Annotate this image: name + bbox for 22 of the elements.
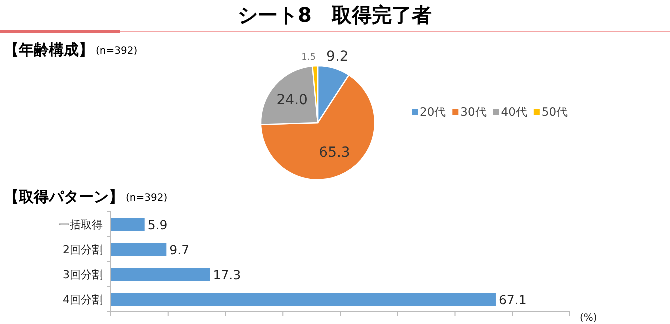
y-tick-label: 一括取得	[59, 218, 103, 232]
text: 【年齢構成】	[4, 41, 94, 59]
data-label: 1.5	[302, 53, 316, 64]
y-tick-label: 3回分割	[63, 268, 103, 282]
text: (n=392)	[126, 193, 168, 204]
data-label: 65.3	[319, 144, 350, 161]
data-label: 9.7	[170, 242, 190, 258]
data-label: 17.3	[213, 268, 242, 282]
chart-title: シート8 取得完了者	[238, 3, 432, 27]
data-label: 24.0	[276, 92, 308, 108]
legend-label: 50代	[542, 105, 569, 119]
chart-title: 【取得パターン】	[4, 188, 124, 206]
text: (%)	[580, 313, 598, 324]
data-label: 5.9	[148, 218, 168, 232]
text: (n=392)	[96, 46, 138, 57]
data-label: 9.2	[326, 48, 349, 65]
legend-label: 30代	[460, 105, 488, 119]
y-tick-label: 4回分割	[63, 294, 103, 306]
y-tick-label: 2回分割	[63, 244, 103, 256]
legend-label: 40代	[501, 105, 528, 119]
data-label: 67.1	[498, 292, 527, 308]
legend-label: 20代	[420, 105, 447, 119]
